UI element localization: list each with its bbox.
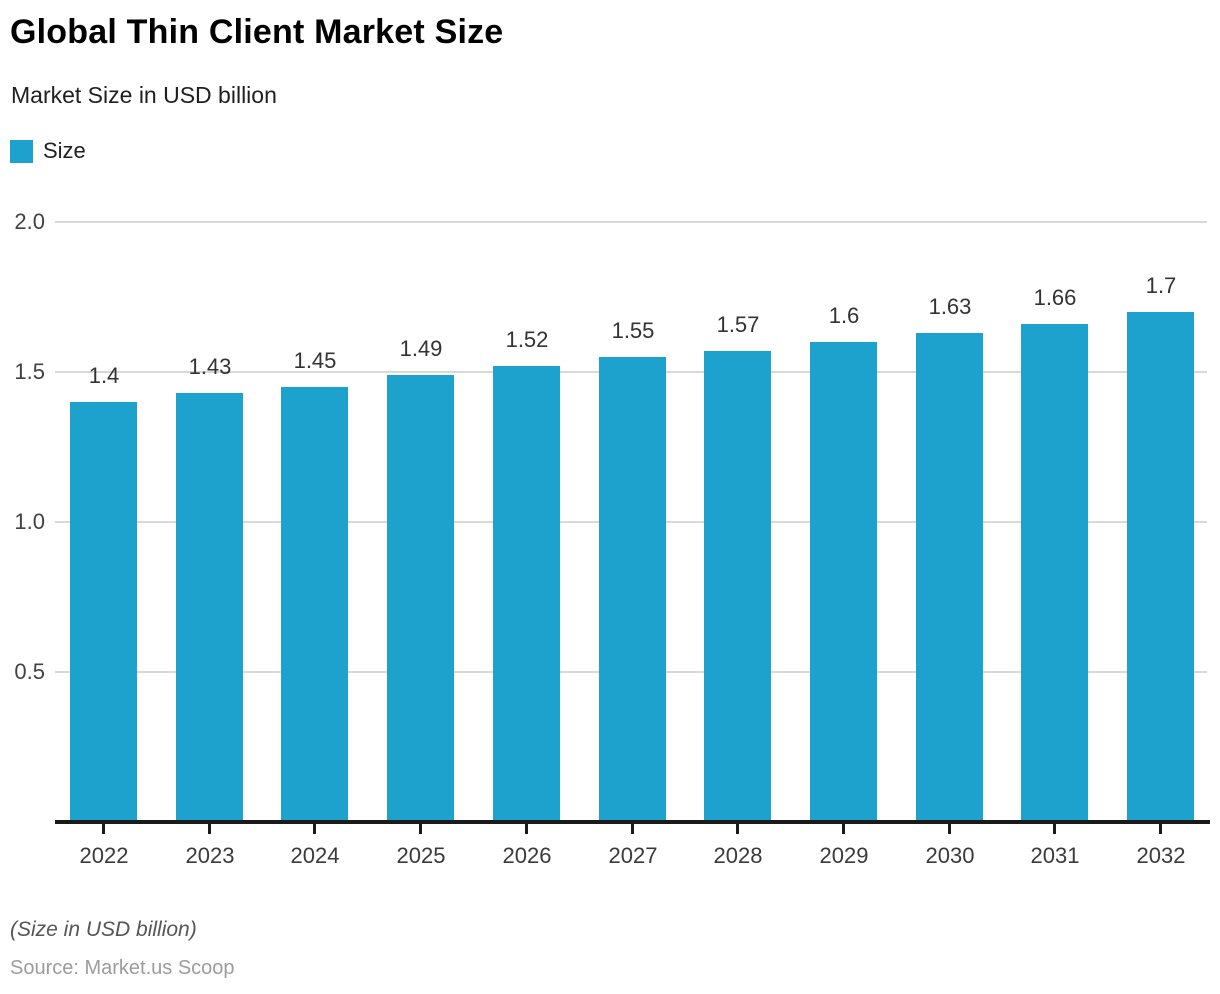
y-axis-label-1.0: 1.0 (14, 509, 45, 534)
bar-value-2022: 1.4 (88, 363, 120, 388)
x-axis-tick-2024 (313, 824, 316, 834)
bar-value-2032: 1.7 (1145, 273, 1177, 298)
legend-label: Size (43, 138, 86, 163)
y-axis-label-1.5: 1.5 (14, 359, 45, 384)
bar-value-2031: 1.66 (1033, 285, 1077, 310)
gridline-2.0 (55, 221, 1207, 223)
bar-2032 (1127, 312, 1194, 822)
bar-2031 (1021, 324, 1088, 822)
bar-2023 (176, 393, 243, 822)
x-axis-label-2023: 2023 (185, 843, 235, 868)
x-axis-tick-2028 (736, 824, 739, 834)
x-axis-tick-2027 (631, 824, 634, 834)
bar-value-2024: 1.45 (293, 348, 337, 373)
bar-2022 (70, 402, 137, 822)
bar-2029 (810, 342, 877, 822)
bar-2027 (599, 357, 666, 822)
chart-title: Global Thin Client Market Size (10, 13, 504, 51)
x-axis-label-2027: 2027 (608, 843, 658, 868)
x-axis-label-2024: 2024 (290, 843, 340, 868)
bar-2026 (493, 366, 560, 822)
x-axis-label-2025: 2025 (396, 843, 446, 868)
legend-swatch-icon (10, 139, 33, 163)
x-axis-label-2032: 2032 (1136, 843, 1186, 868)
x-axis-label-2030: 2030 (925, 843, 975, 868)
y-axis-label-0.5: 0.5 (14, 659, 45, 684)
bar-2025 (387, 375, 454, 822)
x-axis-label-2031: 2031 (1030, 843, 1080, 868)
source-credit: Source: Market.us Scoop (10, 957, 235, 979)
x-axis-line (55, 820, 1210, 824)
bar-value-2029: 1.6 (828, 303, 860, 328)
x-axis-tick-2023 (208, 824, 211, 834)
x-axis-label-2026: 2026 (502, 843, 552, 868)
x-axis-tick-2030 (948, 824, 951, 834)
bar-value-2028: 1.57 (716, 312, 760, 337)
bar-2028 (704, 351, 771, 822)
x-axis-tick-2025 (419, 824, 422, 834)
x-axis-tick-2032 (1159, 824, 1162, 834)
bar-value-2027: 1.55 (611, 318, 655, 343)
bar-value-2030: 1.63 (928, 294, 972, 319)
x-axis-tick-2026 (525, 824, 528, 834)
x-axis-label-2028: 2028 (713, 843, 763, 868)
x-axis-tick-2031 (1053, 824, 1056, 834)
bar-value-2026: 1.52 (505, 327, 549, 352)
x-axis-tick-2029 (842, 824, 845, 834)
x-axis-tick-2022 (102, 824, 105, 834)
bar-2024 (281, 387, 348, 822)
x-axis-label-2022: 2022 (79, 843, 129, 868)
y-axis-label-2.0: 2.0 (14, 209, 45, 234)
bar-value-2023: 1.43 (188, 354, 232, 379)
x-axis-label-2029: 2029 (819, 843, 869, 868)
bar-value-2025: 1.49 (399, 336, 443, 361)
footnote: (Size in USD billion) (10, 918, 197, 941)
legend: Size (10, 138, 86, 164)
chart-subtitle: Market Size in USD billion (11, 82, 277, 108)
bar-2030 (916, 333, 983, 822)
